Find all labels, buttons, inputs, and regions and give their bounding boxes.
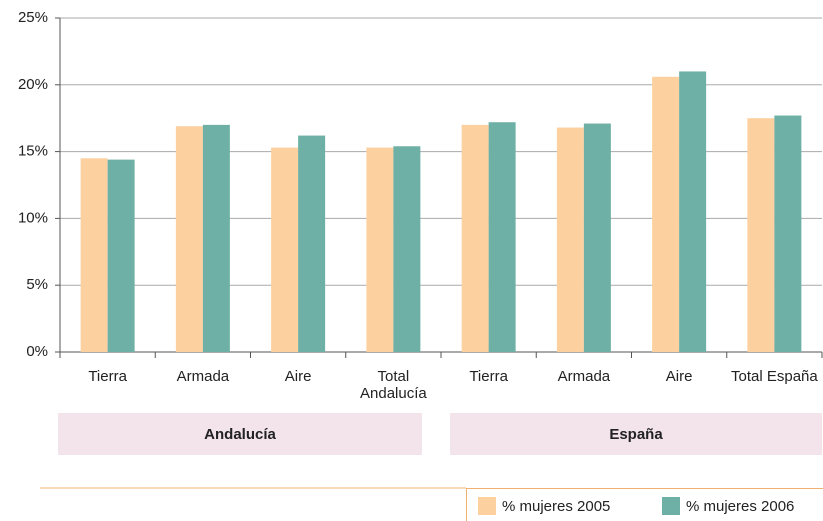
x-tick-label: Total Andalucía — [360, 368, 427, 402]
group-label: Andalucía — [204, 426, 276, 443]
bar — [202, 124, 230, 352]
x-tick-label: Aire — [665, 368, 693, 385]
x-tick-label: Aire — [284, 368, 312, 385]
y-tick-label: 20% — [18, 76, 48, 93]
x-tick-label: Tierra — [469, 368, 508, 385]
bar — [80, 158, 108, 352]
bar — [107, 159, 135, 352]
group-label: España — [609, 426, 663, 443]
bar — [366, 147, 394, 352]
x-tick-label: Tierra — [88, 368, 127, 385]
bar — [488, 122, 516, 352]
legend-swatch — [478, 497, 496, 515]
y-tick-label: 10% — [18, 209, 48, 226]
bar — [747, 118, 775, 352]
bar — [298, 135, 326, 352]
x-tick-label: Armada — [557, 368, 611, 385]
bar — [175, 126, 203, 352]
x-tick-label: Total España — [731, 368, 818, 385]
bar — [271, 147, 299, 352]
y-tick-label: 15% — [18, 143, 48, 160]
bar — [774, 115, 802, 352]
bar — [393, 146, 421, 352]
y-tick-label: 5% — [26, 276, 48, 293]
legend-swatch — [662, 497, 680, 515]
y-tick-label: 25% — [18, 9, 48, 26]
y-tick-label: 0% — [26, 343, 48, 360]
bar — [556, 127, 584, 352]
group-box — [450, 413, 822, 455]
bar — [461, 124, 489, 352]
legend-label: % mujeres 2005 — [502, 498, 610, 515]
legend-box — [466, 488, 823, 521]
bar — [583, 123, 611, 352]
bar — [652, 76, 680, 352]
x-tick-label: Armada — [176, 368, 230, 385]
legend-label: % mujeres 2006 — [686, 498, 794, 515]
group-box — [58, 413, 422, 455]
bar — [679, 71, 707, 352]
